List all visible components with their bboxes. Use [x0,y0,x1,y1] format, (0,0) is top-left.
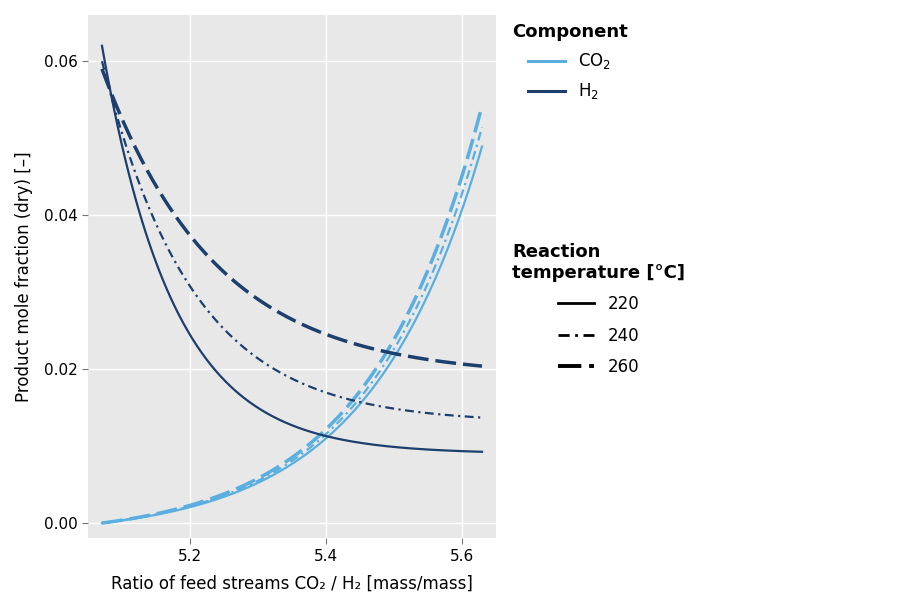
X-axis label: Ratio of feed streams CO₂ / H₂ [mass/mass]: Ratio of feed streams CO₂ / H₂ [mass/mas… [111,575,473,593]
Legend: 220, 240, 260: 220, 240, 260 [512,243,685,376]
Y-axis label: Product mole fraction (dry) [–]: Product mole fraction (dry) [–] [15,151,33,402]
